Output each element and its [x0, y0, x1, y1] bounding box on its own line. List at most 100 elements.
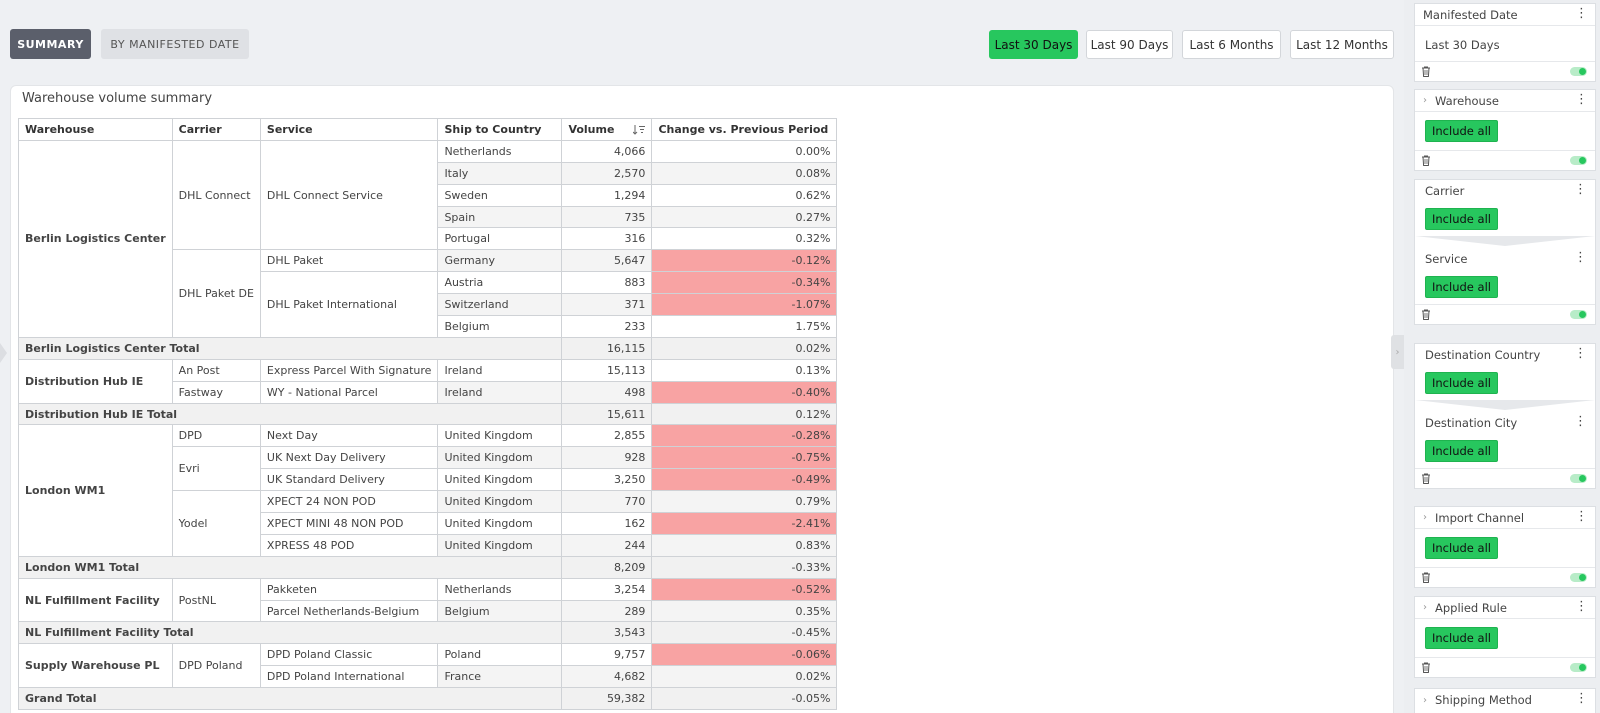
- filter-header-service[interactable]: Service ⋮: [1415, 248, 1595, 270]
- include-all-button[interactable]: Include all: [1425, 120, 1498, 142]
- total-change: 0.12%: [651, 402, 838, 426]
- trash-icon[interactable]: [1421, 309, 1431, 320]
- kebab-menu-icon[interactable]: ⋮: [1575, 599, 1588, 614]
- column-header-ship-to-country[interactable]: Ship to Country: [437, 118, 563, 141]
- country-cell: Sweden: [437, 183, 563, 207]
- warehouse-cell: Distribution Hub IE: [18, 358, 173, 404]
- column-header-service[interactable]: Service: [259, 118, 439, 141]
- kebab-menu-icon[interactable]: ⋮: [1574, 250, 1587, 265]
- range-last-90-days-button[interactable]: Last 90 Days: [1086, 30, 1173, 59]
- total-volume: 8,209: [561, 555, 653, 579]
- filter-header[interactable]: › Import Channel ⋮: [1415, 507, 1595, 529]
- filter-warehouse: › Warehouse ⋮ Include all: [1414, 89, 1596, 171]
- carrier-cell: Fastway: [171, 380, 261, 404]
- chevron-right-icon[interactable]: ›: [1423, 95, 1427, 106]
- include-all-button[interactable]: Include all: [1425, 276, 1498, 298]
- chevron-right-icon[interactable]: ›: [1423, 694, 1427, 706]
- filter-header[interactable]: › Applied Rule ⋮: [1415, 597, 1595, 619]
- service-cell: Express Parcel With Signature: [259, 358, 439, 382]
- volume-cell: 3,250: [561, 468, 653, 492]
- change-cell: 1.75%: [651, 315, 838, 338]
- toggle-switch[interactable]: [1570, 474, 1587, 483]
- service-cell: DHL Paket: [259, 249, 439, 273]
- filter-header-carrier[interactable]: Carrier ⋮: [1415, 180, 1595, 202]
- manifested-date-value[interactable]: Last 30 Days: [1425, 38, 1500, 52]
- kebab-menu-icon[interactable]: ⋮: [1575, 6, 1588, 21]
- toggle-switch[interactable]: [1570, 310, 1587, 319]
- include-all-button[interactable]: Include all: [1425, 440, 1498, 462]
- tab-by-manifested-date[interactable]: BY MANIFESTED DATE: [101, 29, 249, 59]
- chevron-right-icon[interactable]: ›: [1423, 602, 1427, 613]
- sort-descending-icon[interactable]: [633, 124, 646, 135]
- table-row: NL Fulfillment Facility PostNL Pakketen …: [18, 577, 838, 623]
- trash-icon[interactable]: [1421, 572, 1431, 583]
- service-cell: UK Standard Delivery: [259, 468, 439, 492]
- range-last-30-days-button[interactable]: Last 30 Days: [989, 30, 1078, 59]
- country-cell: Netherlands: [437, 139, 563, 163]
- volume-cell: 3,254: [561, 577, 653, 601]
- kebab-menu-icon[interactable]: ⋮: [1574, 346, 1587, 361]
- cascade-arrow: [1415, 400, 1595, 412]
- change-cell: 0.32%: [651, 227, 838, 251]
- column-header-change[interactable]: Change vs. Previous Period: [651, 118, 838, 141]
- carrier-cell: DHL Paket DE: [171, 249, 261, 338]
- include-all-button[interactable]: Include all: [1425, 372, 1498, 394]
- filter-header[interactable]: Manifested Date ⋮: [1415, 4, 1595, 26]
- include-all-button[interactable]: Include all: [1425, 208, 1498, 230]
- country-cell: France: [437, 665, 563, 689]
- range-last-6-months-button[interactable]: Last 6 Months: [1182, 30, 1281, 59]
- range-last-12-months-button[interactable]: Last 12 Months: [1290, 30, 1394, 59]
- filter-footer: [1415, 657, 1595, 677]
- filter-footer: [1415, 567, 1595, 587]
- service-cell: Parcel Netherlands-Belgium: [259, 599, 439, 623]
- table-row: Spain 735 0.27%: [19, 205, 838, 229]
- trash-icon[interactable]: [1421, 155, 1431, 166]
- filter-header-destination-country[interactable]: Destination Country ⋮: [1415, 344, 1595, 366]
- trash-icon[interactable]: [1421, 473, 1431, 484]
- toggle-switch[interactable]: [1570, 67, 1587, 76]
- change-cell: 0.35%: [651, 599, 838, 623]
- change-cell: 0.79%: [651, 490, 838, 514]
- filter-footer: [1415, 150, 1595, 170]
- total-volume: 15,611: [561, 402, 653, 426]
- kebab-menu-icon[interactable]: ⋮: [1574, 414, 1587, 429]
- expand-left-handle[interactable]: [0, 338, 8, 368]
- total-volume: 16,115: [561, 336, 653, 360]
- volume-cell: 162: [561, 512, 653, 535]
- total-change: 0.02%: [651, 336, 838, 360]
- kebab-menu-icon[interactable]: ⋮: [1575, 92, 1588, 107]
- toggle-switch[interactable]: [1570, 663, 1587, 672]
- country-cell: United Kingdom: [437, 533, 563, 557]
- filter-header[interactable]: › Shipping Method ⋮: [1415, 689, 1595, 711]
- column-header-carrier[interactable]: Carrier: [171, 118, 261, 141]
- filter-header[interactable]: › Warehouse ⋮: [1415, 90, 1595, 112]
- chevron-right-icon[interactable]: ›: [1423, 512, 1427, 523]
- volume-cell: 498: [561, 380, 653, 404]
- column-header-warehouse[interactable]: Warehouse: [18, 118, 173, 141]
- filter-footer: [1415, 468, 1595, 488]
- column-header-volume[interactable]: Volume: [561, 118, 653, 141]
- include-all-button[interactable]: Include all: [1425, 627, 1498, 649]
- trash-icon[interactable]: [1421, 662, 1431, 673]
- volume-table: Warehouse Carrier Service Ship to Countr…: [17, 118, 838, 711]
- table-row: DHL Paket DE DHL Paket Germany 5,647 -0.…: [19, 249, 838, 338]
- toggle-switch[interactable]: [1570, 156, 1587, 165]
- tab-summary[interactable]: SUMMARY: [10, 29, 91, 59]
- change-cell: -0.12%: [651, 249, 838, 273]
- include-all-button[interactable]: Include all: [1425, 537, 1498, 559]
- toggle-switch[interactable]: [1570, 573, 1587, 582]
- total-row: Distribution Hub IE Total 15,611 0.12%: [17, 402, 838, 426]
- kebab-menu-icon[interactable]: ⋮: [1574, 182, 1587, 197]
- change-cell: 0.00%: [651, 139, 838, 163]
- trash-icon[interactable]: [1421, 66, 1431, 77]
- kebab-menu-icon[interactable]: ⋮: [1575, 691, 1588, 706]
- country-cell: United Kingdom: [437, 424, 563, 448]
- warehouse-cell: London WM1: [18, 424, 173, 557]
- change-cell: 0.62%: [651, 183, 838, 207]
- volume-cell: 2,570: [561, 161, 653, 185]
- filter-header-destination-city[interactable]: Destination City ⋮: [1415, 412, 1595, 434]
- collapse-panel-handle[interactable]: ›: [1391, 335, 1404, 369]
- kebab-menu-icon[interactable]: ⋮: [1575, 509, 1588, 524]
- service-cell: DHL Paket International: [259, 271, 439, 338]
- change-cell: 0.27%: [651, 205, 838, 229]
